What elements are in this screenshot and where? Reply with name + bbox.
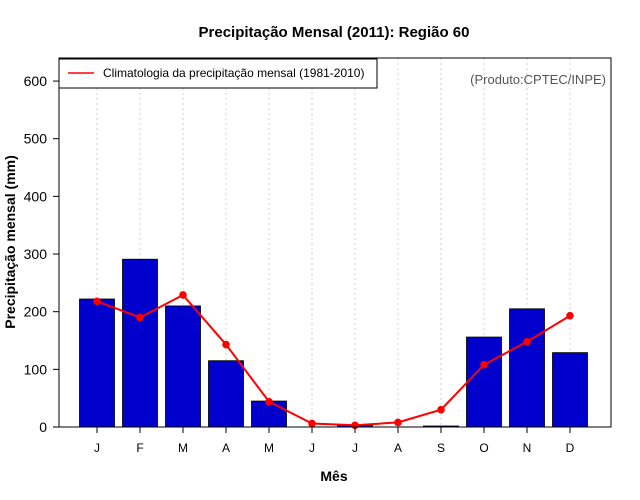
x-tick-label: A (394, 441, 402, 455)
y-tick-label: 500 (24, 131, 48, 147)
climatology-line (93, 291, 574, 430)
y-tick-label: 100 (24, 361, 48, 377)
climatology-point-5 (265, 397, 273, 406)
climatology-polyline (96, 293, 571, 427)
bar-n-11 (509, 308, 545, 428)
climatology-point-1 (93, 297, 101, 306)
climatology-point-12 (566, 311, 574, 320)
y-tick-label: 0 (39, 419, 47, 435)
climatology-point-4 (222, 340, 230, 349)
x-tick-label: D (566, 441, 575, 455)
legend-box (58, 58, 378, 89)
y-tick-label: 200 (24, 304, 48, 320)
x-tick-label: F (136, 441, 143, 455)
product-credit: (Produto:CPTEC/INPE) (470, 72, 606, 87)
x-tick-label: A (222, 441, 230, 455)
climatology-point-3 (179, 291, 187, 299)
bar-d-12 (552, 352, 588, 428)
climatology-point-9 (437, 405, 445, 414)
x-tick-label: J (309, 441, 315, 455)
climatology-point-8 (394, 418, 402, 427)
bar-a-4 (208, 360, 244, 428)
x-tick-label: M (264, 441, 274, 455)
y-axis-title: Precipitação mensal (mm) (2, 155, 18, 329)
x-tick-label: O (479, 441, 488, 455)
y-tick-label: 400 (24, 188, 48, 204)
x-tick-label: J (352, 441, 358, 455)
bar-o-10 (466, 336, 502, 428)
legend: Climatologia da precipitação mensal (198… (58, 58, 378, 89)
x-tick-label: S (437, 441, 445, 455)
climatology-point-6 (308, 419, 316, 428)
y-axis: 0 100 200 300 400 500 600 (24, 73, 59, 435)
bar-m-3 (165, 305, 201, 428)
chart-title: Precipitação Mensal (2011): Região 60 (199, 24, 470, 41)
climatology-point-11 (523, 337, 531, 346)
climatology-point-2 (136, 313, 144, 322)
bars (79, 258, 588, 428)
climatology-point-10 (480, 360, 488, 369)
x-tick-label: J (94, 441, 100, 455)
bar-f-2 (122, 258, 158, 428)
legend-label: Climatologia da precipitação mensal (198… (103, 66, 364, 80)
x-axis-title: Mês (320, 468, 347, 484)
y-tick-label: 300 (24, 246, 48, 262)
x-tick-label: N (523, 441, 532, 455)
x-tick-label: M (178, 441, 188, 455)
plot-frame (58, 57, 612, 428)
y-tick-label: 600 (24, 73, 48, 89)
grid-lines (96, 58, 571, 427)
bar-j-1 (79, 298, 115, 428)
